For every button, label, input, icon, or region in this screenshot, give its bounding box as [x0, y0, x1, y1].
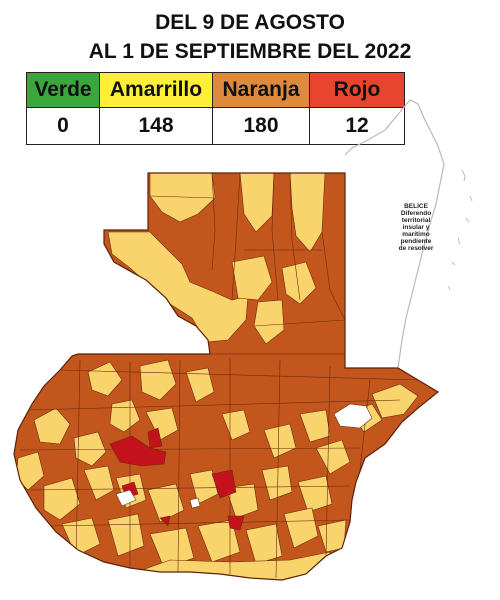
legend-label-verde: Verde [26, 72, 100, 108]
guatemala-territory [14, 173, 438, 580]
belize-note-line: de resolver [398, 245, 434, 252]
legend-count-verde: 0 [26, 107, 100, 145]
belize-note-line: territorial [401, 217, 431, 224]
legend-count-naranja: 180 [212, 107, 310, 145]
map-title-line-1: DEL 9 DE AGOSTO [155, 11, 345, 34]
belize-outline [344, 99, 445, 369]
belize-note-line: pendiente [400, 238, 432, 245]
lakes [115, 403, 373, 509]
guatemala-border [13, 172, 440, 581]
legend-label-amarillo: Amarrillo [99, 72, 213, 108]
yellow-municipalities [15, 173, 419, 580]
belize-note-line: BELICE [404, 203, 428, 210]
belize-note-line: Diferendo [400, 210, 432, 217]
red-municipalities [109, 427, 245, 531]
cays [447, 169, 473, 291]
legend-label-naranja: Naranja [212, 72, 310, 108]
belize-dispute-note: BELICE Diferendo territorial insular y m… [392, 203, 440, 252]
alert-level-legend: Verde Amarrillo Naranja Rojo 0 148 180 1… [26, 72, 405, 145]
belize-note-line: insular y [402, 224, 430, 231]
belize-note-line: marítimo [402, 231, 430, 238]
legend-label-rojo: Rojo [309, 72, 405, 108]
legend-count-rojo: 12 [309, 107, 405, 145]
municipal-borders [19, 173, 421, 579]
map-title-line-2: AL 1 DE SEPTIEMBRE DEL 2022 [88, 40, 412, 63]
